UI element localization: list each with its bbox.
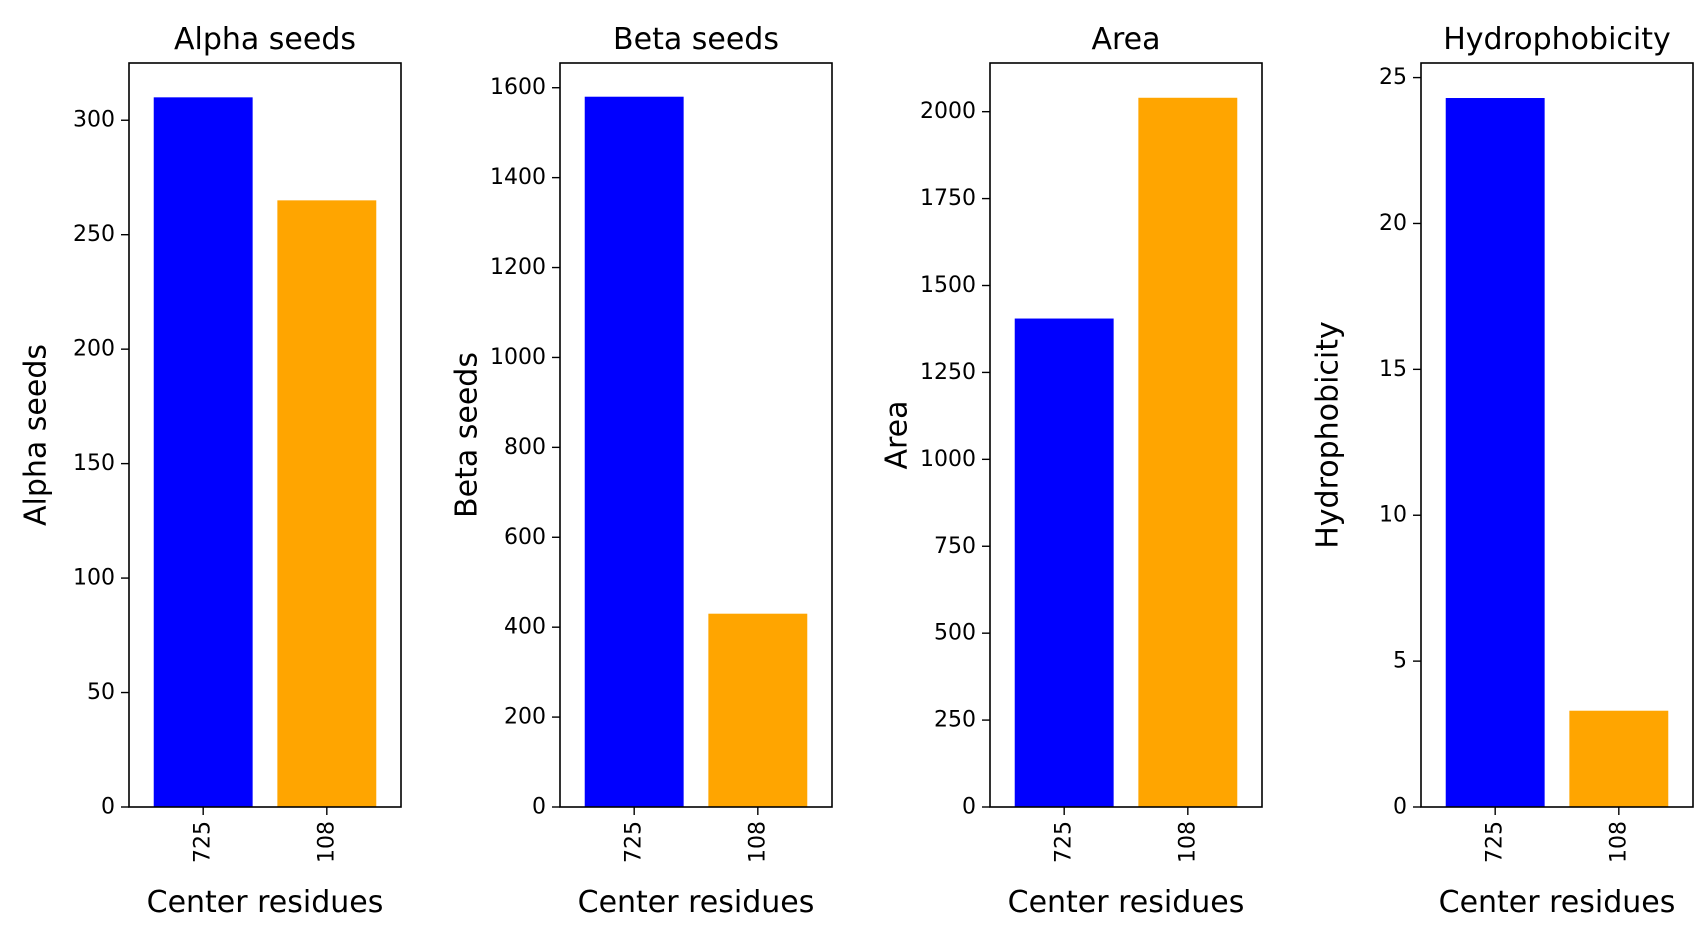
bar-725	[1445, 98, 1545, 807]
bar-725	[153, 97, 253, 808]
y-tick-label: 250	[73, 222, 115, 247]
plot-frame	[989, 62, 1263, 808]
bar-108	[277, 200, 377, 807]
plot-frame	[559, 62, 833, 808]
bar-725	[584, 96, 684, 808]
chart-panel-1: 0 50 100 150 200 250 300 725 108 Alpha seeds Cente…	[19, 22, 402, 920]
y-tick-label: 250	[934, 708, 976, 733]
y-tick-label: 0	[101, 795, 115, 820]
x-axis-label: Center residues	[1439, 885, 1676, 920]
y-tick-label: 2000	[920, 99, 976, 124]
y-tick-label: 25	[1379, 65, 1407, 90]
y-tick-label: 1250	[920, 360, 976, 385]
panel-title: Hydrophobicity	[1443, 22, 1671, 57]
y-tick-label: 100	[73, 566, 115, 591]
y-tick-label: 0	[532, 795, 546, 820]
y-tick-label: 1200	[490, 255, 546, 280]
x-tick-label: 725	[191, 821, 216, 863]
x-tick-label: 725	[1052, 821, 1077, 863]
y-tick-label: 500	[934, 621, 976, 646]
y-tick-label: 750	[934, 534, 976, 559]
x-tick-label: 108	[1606, 821, 1631, 863]
y-tick-label: 5	[1393, 649, 1407, 674]
y-axis-label: Area	[880, 400, 915, 469]
x-tick-label: 108	[314, 821, 339, 863]
y-tick-label: 1750	[920, 186, 976, 211]
x-axis-label: Center residues	[147, 885, 384, 920]
bar-725	[1014, 318, 1114, 807]
x-tick-label: 108	[745, 821, 770, 863]
y-tick-label: 1000	[490, 345, 546, 370]
chart-panel-3: 0 250 500 750 1000 1250 1500 1750 2000 725 108 Area…	[880, 22, 1263, 920]
y-tick-label: 800	[504, 435, 546, 460]
y-tick-label: 10	[1379, 503, 1407, 528]
plot-frame	[128, 62, 402, 808]
y-tick-label: 50	[87, 680, 115, 705]
y-tick-label: 1600	[490, 75, 546, 100]
y-tick-label: 200	[504, 705, 546, 730]
bar-108	[1569, 710, 1669, 807]
x-tick-label: 725	[622, 821, 647, 863]
panel-title: Alpha seeds	[174, 22, 356, 57]
y-axis-label: Beta seeds	[450, 352, 485, 518]
panel-title: Area	[1091, 22, 1160, 57]
bar-108	[708, 613, 808, 807]
x-axis-label: Center residues	[578, 885, 815, 920]
y-tick-label: 0	[962, 795, 976, 820]
chart-panel-2: 0 200 400 600 800 1000 1200 1400 1600 725 108 Beta …	[450, 22, 833, 920]
y-tick-label: 20	[1379, 211, 1407, 236]
y-tick-label: 1400	[490, 165, 546, 190]
y-axis-label: Alpha seeds	[19, 344, 54, 526]
x-axis-label: Center residues	[1008, 885, 1245, 920]
y-tick-label: 600	[504, 525, 546, 550]
panel-title: Beta seeds	[613, 22, 779, 57]
x-tick-label: 108	[1175, 821, 1200, 863]
y-tick-label: 1000	[920, 447, 976, 472]
y-axis-label: Hydrophobicity	[1311, 321, 1346, 549]
y-tick-label: 150	[73, 451, 115, 476]
y-tick-label: 400	[504, 615, 546, 640]
y-tick-label: 300	[73, 108, 115, 133]
y-tick-label: 0	[1393, 795, 1407, 820]
y-tick-label: 15	[1379, 357, 1407, 382]
y-tick-label: 1500	[920, 273, 976, 298]
plot-frame	[1420, 62, 1694, 808]
chart-panel-4: 0 5 10 15 20 25 725 108 Hydrophobicity Center res…	[1311, 22, 1694, 920]
y-tick-label: 200	[73, 337, 115, 362]
bar-108	[1138, 97, 1238, 807]
x-tick-label: 725	[1483, 821, 1508, 863]
